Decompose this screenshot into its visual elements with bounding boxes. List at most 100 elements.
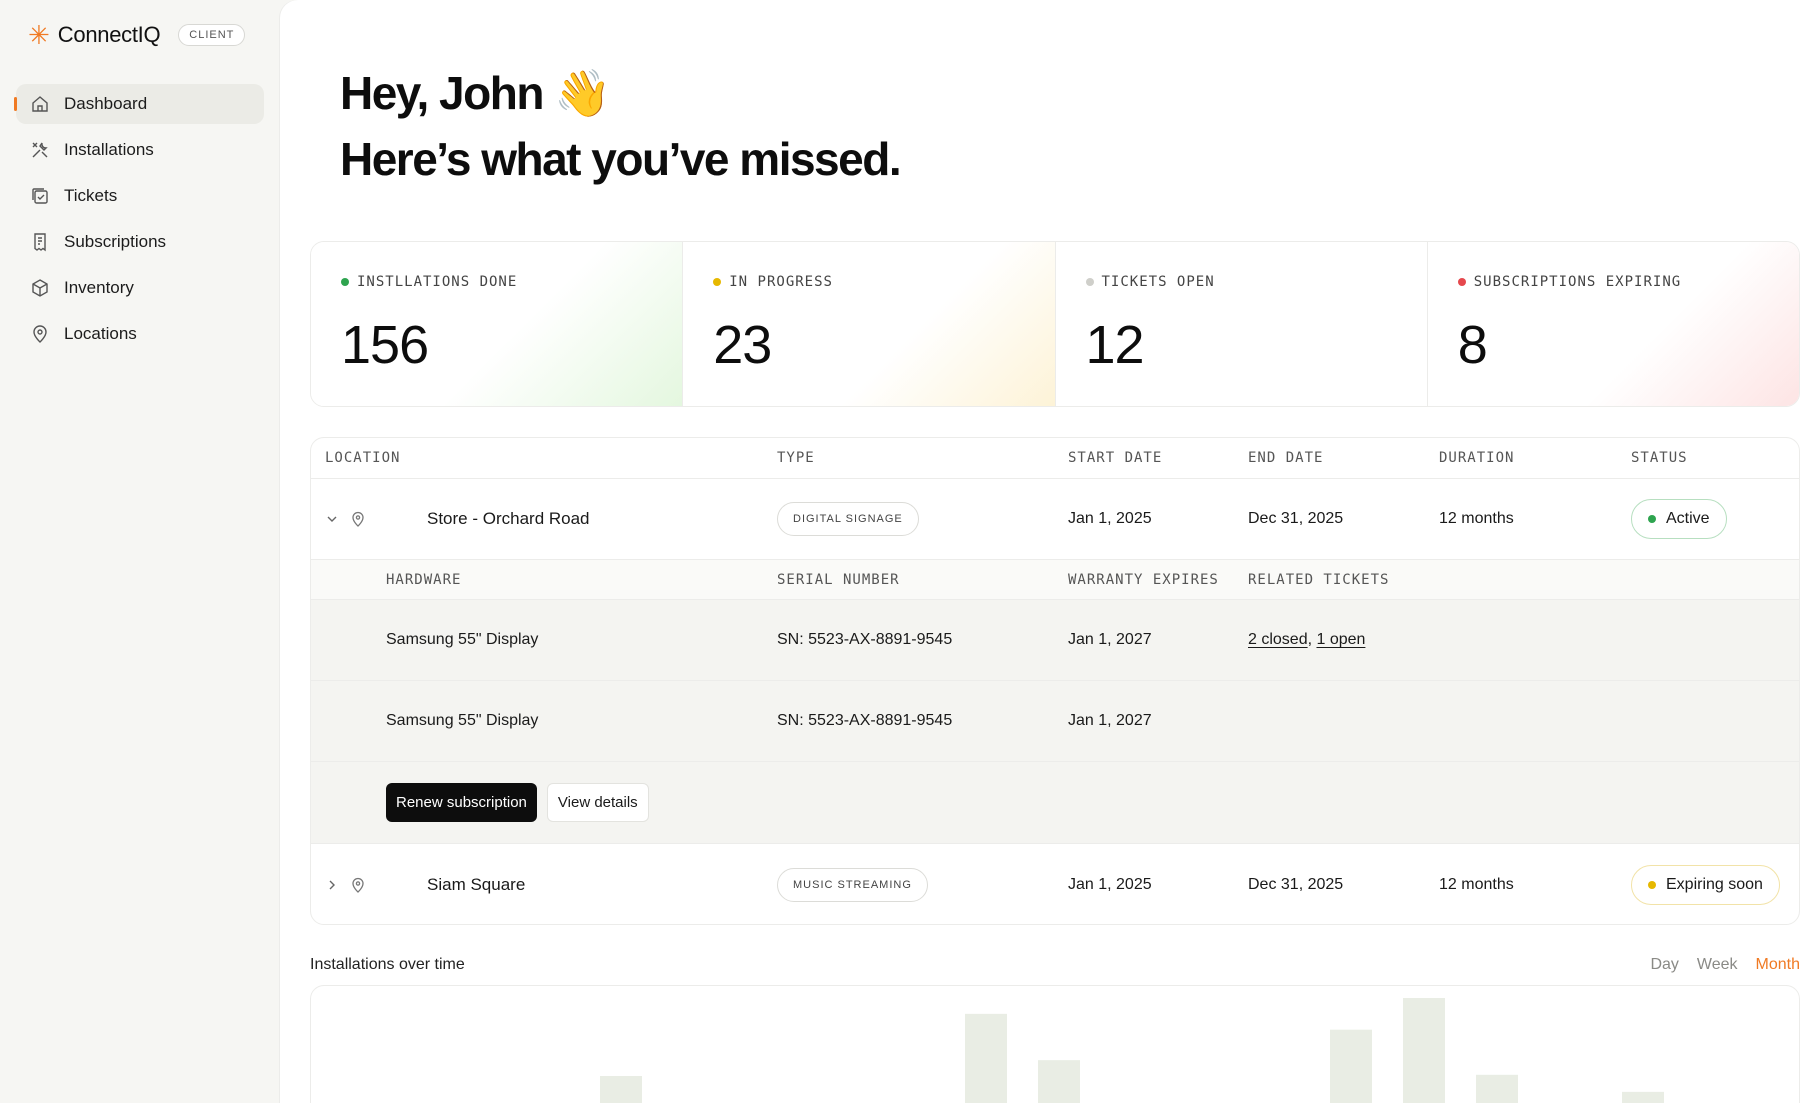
sidebar-item-label: Dashboard [64,94,148,113]
open-tickets-link[interactable]: 1 open [1316,631,1366,648]
sidebar: ✳ ConnectIQ CLIENT Dashboard Installatio… [0,0,280,1103]
main-panel: Hey, John 👋 Here’s what you’ve missed. I… [280,0,1816,1103]
related-tickets: 2 closed , 1 open [1248,600,1365,680]
column-header-location[interactable]: LOCATION [325,450,401,466]
sidebar-item-tickets[interactable]: Tickets [16,176,264,216]
start-date: Jan 1, 2025 [1068,510,1152,527]
chart-bar[interactable] [600,1076,642,1103]
start-date: Jan 1, 2025 [1068,875,1152,893]
stat-value: 8 [1457,315,1488,375]
brand-name: ConnectIQ [57,22,161,47]
ticket-separator: , [1307,631,1317,648]
greeting-line-2: Here’s what you’ve missed. [340,133,902,185]
sidebar-item-installations[interactable]: Installations [16,130,264,170]
serial-number: SN: 5523-AX-8891-9545 [777,712,953,729]
stat-label-row: TICKETS OPEN [1085,274,1397,290]
status-dot [1457,278,1466,286]
range-week[interactable]: Week [1696,956,1738,973]
column-header-type[interactable]: TYPE [777,450,815,466]
brand[interactable]: ✳ ConnectIQ CLIENT [28,20,246,50]
stat-card-tickets-open[interactable]: TICKETS OPEN 12 [1055,242,1428,406]
asterisk-logo-icon: ✳ [28,20,50,50]
stat-value: 156 [341,315,429,375]
ticket-icon [30,186,50,206]
stat-label: IN PROGRESS [729,274,833,290]
chart-bar[interactable] [965,1013,1007,1103]
row-actions: Renew subscription View details [311,761,1799,843]
column-header-hardware: HARDWARE [386,571,462,588]
stat-label-row: IN PROGRESS [713,274,1024,290]
map-pin-icon [30,324,50,344]
installations-chart [310,985,1800,1103]
greeting-line-1: Hey, John 👋 [340,67,611,119]
range-day[interactable]: Day [1650,956,1679,973]
collapse-chevron-icon[interactable] [325,479,339,559]
page-title: Hey, John 👋 Here’s what you’ve missed. [340,60,902,192]
column-header-related-tickets: RELATED TICKETS [1248,571,1390,588]
stat-label: INSTLLATIONS DONE [357,274,518,290]
stat-value: 12 [1085,315,1145,375]
chart-bar[interactable] [1476,1074,1518,1103]
receipt-icon [30,232,50,252]
location-name[interactable]: Siam Square [427,874,526,894]
location-name[interactable]: Store - Orchard Road [427,509,590,528]
end-date: Dec 31, 2025 [1248,875,1344,893]
time-range-toggle: Day Week Month [1650,956,1800,974]
status-dot [1648,515,1656,523]
hardware-row[interactable]: Samsung 55" Display SN: 5523-AX-8891-954… [311,599,1799,680]
sidebar-item-label: Installations [64,140,154,159]
stat-label: TICKETS OPEN [1101,274,1215,290]
type-badge: DIGITAL SIGNAGE [777,502,919,536]
stat-label-row: INSTLLATIONS DONE [341,274,652,290]
type-badge: MUSIC STREAMING [777,867,928,902]
chart-bar[interactable] [1403,998,1445,1103]
status-dot [713,278,722,286]
table-header: LOCATION TYPE START DATE END DATE DURATI… [311,438,1799,478]
client-badge: CLIENT [178,24,246,46]
status-dot [341,278,349,286]
tools-icon [30,140,50,160]
sidebar-item-dashboard[interactable]: Dashboard [14,84,264,124]
map-pin-icon [351,479,365,559]
view-details-button[interactable]: View details [546,783,649,822]
sidebar-item-subscriptions[interactable]: Subscriptions [16,222,264,262]
column-header-status[interactable]: STATUS [1631,450,1688,466]
chart-bar[interactable] [1038,1060,1080,1103]
column-header-warranty-expires: WARRANTY EXPIRES [1068,571,1219,588]
closed-tickets-link[interactable]: 2 closed [1248,631,1308,648]
home-icon [30,94,50,114]
stat-card-in-progress[interactable]: IN PROGRESS 23 [683,242,1056,406]
warranty-date: Jan 1, 2027 [1068,712,1152,729]
sidebar-nav: Dashboard Installations Tickets Subscrip… [14,84,264,360]
chart-bar[interactable] [1622,1091,1664,1103]
sidebar-item-label: Tickets [64,186,118,205]
sidebar-item-locations[interactable]: Locations [16,314,264,354]
sidebar-item-label: Subscriptions [64,232,167,251]
table-row[interactable]: Siam Square MUSIC STREAMING Jan 1, 2025 … [311,843,1799,924]
status-dot [1648,880,1656,889]
table-row[interactable]: Store - Orchard Road DIGITAL SIGNAGE Jan… [311,478,1799,559]
status-label: Active [1666,510,1710,527]
stat-card-installations-done[interactable]: INSTLLATIONS DONE 156 [311,242,684,406]
box-icon [30,278,50,298]
renew-subscription-button[interactable]: Renew subscription [386,783,537,822]
subscriptions-table: LOCATION TYPE START DATE END DATE DURATI… [310,437,1800,925]
hardware-subtable-header: HARDWARE SERIAL NUMBER WARRANTY EXPIRES … [311,559,1799,599]
status-label: Expiring soon [1666,875,1763,893]
expand-chevron-icon[interactable] [325,844,339,924]
warranty-date: Jan 1, 2027 [1068,631,1152,648]
stat-value: 23 [713,315,772,375]
sidebar-item-label: Inventory [64,278,134,297]
column-header-end-date[interactable]: END DATE [1248,450,1324,466]
column-header-start-date[interactable]: START DATE [1068,450,1163,466]
sidebar-item-label: Locations [64,324,137,343]
chart-svg [600,998,1664,1103]
hardware-row[interactable]: Samsung 55" Display SN: 5523-AX-8891-954… [311,680,1799,761]
end-date: Dec 31, 2025 [1248,510,1344,527]
range-month[interactable]: Month [1755,956,1800,973]
column-header-duration[interactable]: DURATION [1439,450,1515,466]
duration: 12 months [1439,510,1514,527]
sidebar-item-inventory[interactable]: Inventory [16,268,264,308]
chart-bar[interactable] [1330,1029,1372,1103]
stat-card-subscriptions-expiring[interactable]: SUBSCRIPTIONS EXPIRING 8 [1427,242,1799,406]
